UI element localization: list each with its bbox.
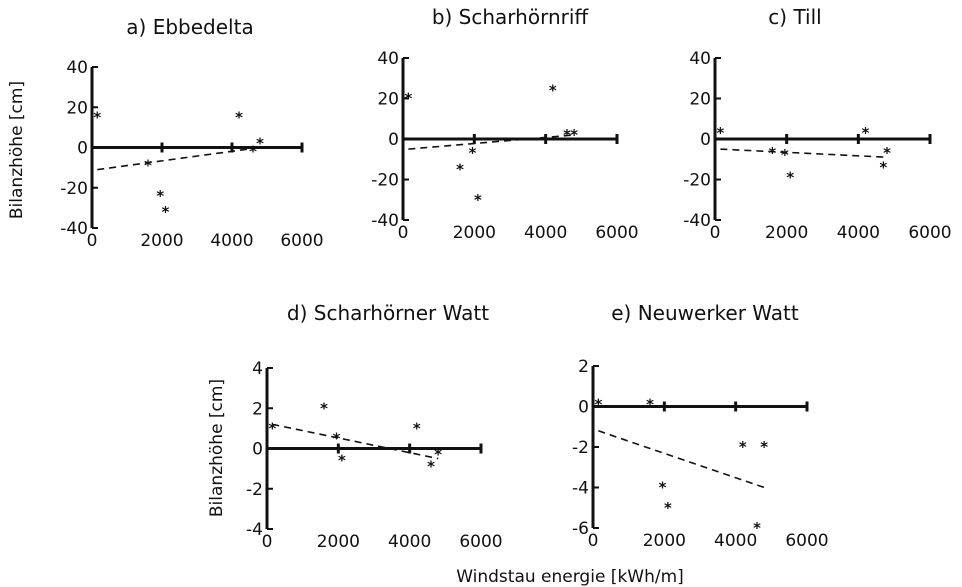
- panel-c-y-tick-label: 40: [689, 49, 711, 69]
- panel-e-data-point: *: [738, 438, 747, 456]
- x-axis-title: Windstau energie [kWh/m]: [456, 567, 684, 587]
- panel-b-y-tick-label: 20: [377, 90, 399, 110]
- panel-e-y-tick-label: 0: [578, 398, 589, 418]
- panel-c-data-point: *: [768, 144, 777, 162]
- panel-a-title: a) Ebbedelta: [126, 15, 253, 39]
- panel-c-data-point: *: [716, 124, 725, 142]
- panel-b-data-point: *: [404, 90, 413, 108]
- panel-b-x-tick-label: 4000: [524, 223, 567, 243]
- panel-c-x-tick-label: 6000: [908, 223, 951, 243]
- panel-d-x-tick-label: 0: [262, 532, 273, 552]
- panel-c-x-tick-label: 4000: [837, 223, 880, 243]
- panel-d-trend-line: [272, 423, 439, 460]
- panel-b-data-point: *: [548, 81, 557, 99]
- panel-a-x-tick-label: 4000: [210, 231, 253, 251]
- panel-e-title: e) Neuwerker Watt: [611, 301, 799, 325]
- panel-e-y-tick-label: -2: [572, 438, 589, 458]
- panel-c-data-point: *: [861, 124, 870, 142]
- panel-a-trend-line: [97, 146, 261, 171]
- panel-e-x-tick-label: 2000: [643, 531, 686, 551]
- panel-c-data-point: *: [882, 144, 891, 162]
- panel-a-ylabel: Bilanzhöhe [cm]: [7, 81, 27, 219]
- panel-c-x-tick-label: 0: [710, 223, 721, 243]
- panel-a-y-tick-label: 0: [77, 139, 88, 159]
- panel-d: d) Scharhörner Watt Bilanzhöhe [cm] 420-…: [207, 301, 503, 552]
- panel-b-x-tick-label: 0: [398, 223, 409, 243]
- panel-a-x-tick-label: 2000: [140, 231, 183, 251]
- panel-d-title: d) Scharhörner Watt: [287, 301, 489, 325]
- panel-b-data-point: *: [456, 160, 465, 178]
- panel-a: a) Ebbedelta Bilanzhöhe [cm] 40 20 0 -20 -40…: [7, 15, 324, 251]
- panel-d-x-tick-label: 4000: [388, 532, 431, 552]
- panel-d-x-tick-label: 6000: [459, 532, 502, 552]
- panel-e-data-point: *: [760, 438, 769, 456]
- panel-d-data-point: *: [427, 458, 436, 476]
- panel-d-y-tick-label: 2: [252, 399, 263, 419]
- panel-b-data-point: *: [563, 126, 572, 144]
- panel-b-data-point: *: [570, 126, 579, 144]
- panel-e-y-tick-label: 2: [578, 357, 589, 377]
- panel-c-data-point: *: [879, 158, 888, 176]
- panel-a-data-point: *: [93, 108, 102, 126]
- panel-e-data-point: *: [658, 479, 667, 497]
- panel-b-trend-line: [408, 134, 575, 150]
- panel-c-title: c) Till: [768, 5, 821, 29]
- panel-b-title: b) Scharhörnriff: [432, 5, 590, 29]
- panel-c-trend-line: [720, 148, 888, 159]
- panel-a-y-tick-label: -20: [60, 179, 88, 199]
- panel-c-x-tick-label: 2000: [765, 223, 808, 243]
- panel-e-y-tick-label: -6: [572, 519, 589, 539]
- panel-e-trend-line: [598, 430, 765, 489]
- panel-c-y-tick-label: -40: [683, 211, 711, 231]
- panel-d-y-tick-label: -4: [246, 520, 263, 540]
- panel-c-y-tick-label: 20: [689, 90, 711, 110]
- panel-b-data-point: *: [473, 191, 482, 209]
- panel-b-y-tick-label: -40: [371, 211, 399, 231]
- panel-a-data-point: *: [234, 108, 243, 126]
- panel-a-y-tick-label: 40: [66, 58, 88, 78]
- panel-b-y-tick-label: -20: [371, 171, 399, 191]
- panel-b-data-point: *: [468, 144, 477, 162]
- panel-c-y-tick-label: 0: [700, 130, 711, 150]
- panel-a-x-tick-label: 6000: [280, 231, 323, 251]
- panel-a-y-tick-label: 20: [66, 98, 88, 118]
- panel-e-data-point: *: [753, 519, 762, 537]
- panel-d-x-tick-label: 2000: [317, 532, 360, 552]
- panel-e-x-tick-label: 0: [588, 531, 599, 551]
- panel-c-data-point: *: [786, 168, 795, 186]
- panel-b-y-tick-label: 0: [388, 130, 399, 150]
- panel-d-data-point: *: [320, 399, 329, 417]
- panel-a-data-point: *: [255, 134, 264, 152]
- panel-d-data-point: *: [412, 419, 421, 437]
- panel-e: e) Neuwerker Watt Windstau energie [kWh/…: [456, 301, 828, 587]
- panel-a-data-point: *: [156, 187, 165, 205]
- panel-e-data-point: *: [663, 499, 672, 517]
- panel-c-data-point: *: [780, 146, 789, 164]
- panel-d-data-point: *: [337, 452, 346, 470]
- panel-a-y-tick-label: -40: [60, 219, 88, 239]
- panel-d-y-tick-label: -2: [246, 480, 263, 500]
- panel-b-x-tick-label: 6000: [595, 223, 638, 243]
- panel-e-x-tick-label: 4000: [714, 531, 757, 551]
- panel-d-y-tick-label: 0: [252, 440, 263, 460]
- panel-e-y-tick-label: -4: [572, 479, 589, 499]
- panel-e-data-point: *: [594, 395, 603, 413]
- panel-a-x-tick-label: 0: [87, 231, 98, 251]
- panel-e-x-tick-label: 6000: [785, 531, 828, 551]
- panel-a-data-point: *: [161, 203, 170, 221]
- panel-d-data-point: *: [268, 419, 277, 437]
- panel-d-ylabel: Bilanzhöhe [cm]: [207, 379, 227, 517]
- panel-b-x-tick-label: 2000: [453, 223, 496, 243]
- panel-a-data-point: *: [248, 143, 257, 161]
- panel-d-y-tick-label: 4: [252, 359, 263, 379]
- panel-d-data-point: *: [332, 429, 341, 447]
- panel-e-data-point: *: [646, 395, 655, 413]
- panel-d-data-point: *: [434, 446, 443, 464]
- panel-c-y-tick-label: -20: [683, 171, 711, 191]
- panel-a-data-point: *: [143, 157, 152, 175]
- panel-b-y-tick-label: 40: [377, 49, 399, 69]
